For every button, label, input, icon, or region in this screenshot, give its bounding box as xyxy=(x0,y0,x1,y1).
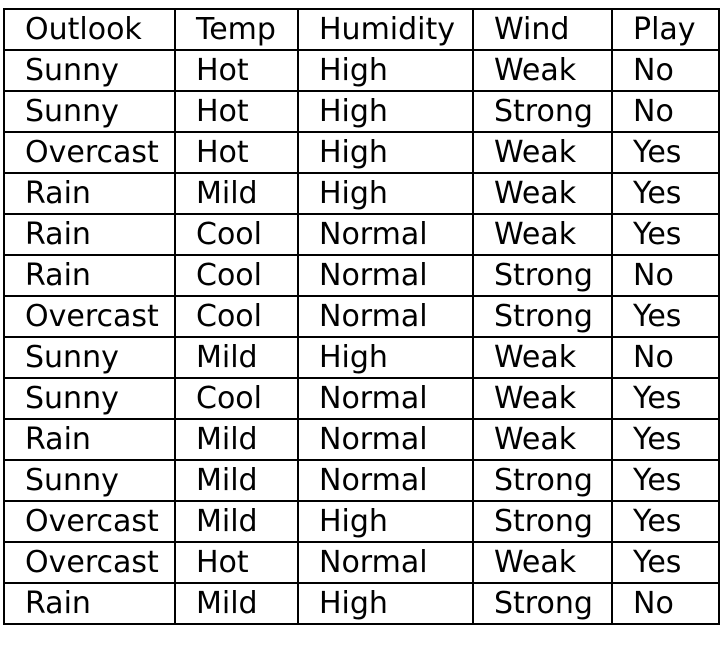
weather-data-table: Outlook Temp Humidity Wind Play Sunny Hot High W… xyxy=(3,8,720,625)
table-row: Sunny Mild Normal Strong Yes xyxy=(3,459,720,502)
table-row: Sunny Hot High Weak No xyxy=(3,49,720,92)
cell-humidity: High xyxy=(297,582,474,625)
cell-humidity: Normal xyxy=(297,418,474,461)
cell-play: Yes xyxy=(611,459,720,502)
cell-temp: Mild xyxy=(174,459,299,502)
cell-outlook: Sunny xyxy=(3,377,176,420)
cell-temp: Hot xyxy=(174,90,299,133)
cell-play: Yes xyxy=(611,418,720,461)
cell-outlook: Sunny xyxy=(3,336,176,379)
cell-humidity: High xyxy=(297,90,474,133)
cell-outlook: Overcast xyxy=(3,131,176,174)
cell-humidity: High xyxy=(297,172,474,215)
cell-humidity: Normal xyxy=(297,377,474,420)
cell-humidity: Normal xyxy=(297,459,474,502)
header-row: Outlook Temp Humidity Wind Play xyxy=(3,8,720,51)
cell-temp: Mild xyxy=(174,582,299,625)
cell-play: Yes xyxy=(611,295,720,338)
cell-wind: Weak xyxy=(472,213,613,256)
column-header-outlook: Outlook xyxy=(3,8,176,51)
cell-humidity: Normal xyxy=(297,254,474,297)
cell-temp: Cool xyxy=(174,213,299,256)
cell-wind: Strong xyxy=(472,254,613,297)
cell-play: Yes xyxy=(611,131,720,174)
cell-wind: Weak xyxy=(472,131,613,174)
cell-play: Yes xyxy=(611,213,720,256)
table-row: Rain Cool Normal Weak Yes xyxy=(3,213,720,256)
cell-outlook: Sunny xyxy=(3,90,176,133)
cell-temp: Cool xyxy=(174,295,299,338)
cell-wind: Strong xyxy=(472,582,613,625)
table-row: Overcast Mild High Strong Yes xyxy=(3,500,720,543)
table-row: Sunny Cool Normal Weak Yes xyxy=(3,377,720,420)
cell-play: Yes xyxy=(611,541,720,584)
cell-temp: Cool xyxy=(174,254,299,297)
cell-wind: Weak xyxy=(472,418,613,461)
cell-outlook: Sunny xyxy=(3,49,176,92)
cell-temp: Hot xyxy=(174,541,299,584)
cell-outlook: Rain xyxy=(3,172,176,215)
cell-wind: Weak xyxy=(472,172,613,215)
cell-play: No xyxy=(611,336,720,379)
table-row: Rain Mild High Strong No xyxy=(3,582,720,625)
cell-outlook: Rain xyxy=(3,254,176,297)
cell-play: No xyxy=(611,254,720,297)
table-row: Rain Cool Normal Strong No xyxy=(3,254,720,297)
cell-outlook: Overcast xyxy=(3,541,176,584)
cell-outlook: Overcast xyxy=(3,500,176,543)
cell-temp: Mild xyxy=(174,418,299,461)
column-header-play: Play xyxy=(611,8,720,51)
cell-temp: Hot xyxy=(174,49,299,92)
cell-temp: Mild xyxy=(174,500,299,543)
cell-humidity: Normal xyxy=(297,295,474,338)
cell-temp: Cool xyxy=(174,377,299,420)
cell-temp: Mild xyxy=(174,336,299,379)
cell-temp: Hot xyxy=(174,131,299,174)
table-row: Rain Mild Normal Weak Yes xyxy=(3,418,720,461)
cell-outlook: Rain xyxy=(3,418,176,461)
column-header-wind: Wind xyxy=(472,8,613,51)
cell-wind: Strong xyxy=(472,295,613,338)
cell-humidity: High xyxy=(297,500,474,543)
cell-outlook: Rain xyxy=(3,213,176,256)
cell-humidity: High xyxy=(297,336,474,379)
table-row: Overcast Hot Normal Weak Yes xyxy=(3,541,720,584)
cell-wind: Strong xyxy=(472,500,613,543)
cell-play: Yes xyxy=(611,172,720,215)
cell-wind: Weak xyxy=(472,541,613,584)
cell-humidity: High xyxy=(297,49,474,92)
cell-humidity: Normal xyxy=(297,213,474,256)
cell-play: No xyxy=(611,90,720,133)
table-row: Rain Mild High Weak Yes xyxy=(3,172,720,215)
table-row: Sunny Mild High Weak No xyxy=(3,336,720,379)
table-body: Outlook Temp Humidity Wind Play Sunny Hot High W… xyxy=(3,8,720,625)
cell-temp: Mild xyxy=(174,172,299,215)
column-header-humidity: Humidity xyxy=(297,8,474,51)
cell-wind: Strong xyxy=(472,90,613,133)
table-row: Sunny Hot High Strong No xyxy=(3,90,720,133)
cell-play: Yes xyxy=(611,500,720,543)
column-header-temp: Temp xyxy=(174,8,299,51)
cell-wind: Weak xyxy=(472,49,613,92)
cell-outlook: Sunny xyxy=(3,459,176,502)
cell-wind: Weak xyxy=(472,336,613,379)
cell-humidity: High xyxy=(297,131,474,174)
cell-outlook: Overcast xyxy=(3,295,176,338)
table-row: Overcast Hot High Weak Yes xyxy=(3,131,720,174)
cell-play: No xyxy=(611,582,720,625)
cell-wind: Strong xyxy=(472,459,613,502)
table-row: Overcast Cool Normal Strong Yes xyxy=(3,295,720,338)
cell-wind: Weak xyxy=(472,377,613,420)
cell-humidity: Normal xyxy=(297,541,474,584)
cell-outlook: Rain xyxy=(3,582,176,625)
cell-play: No xyxy=(611,49,720,92)
cell-play: Yes xyxy=(611,377,720,420)
